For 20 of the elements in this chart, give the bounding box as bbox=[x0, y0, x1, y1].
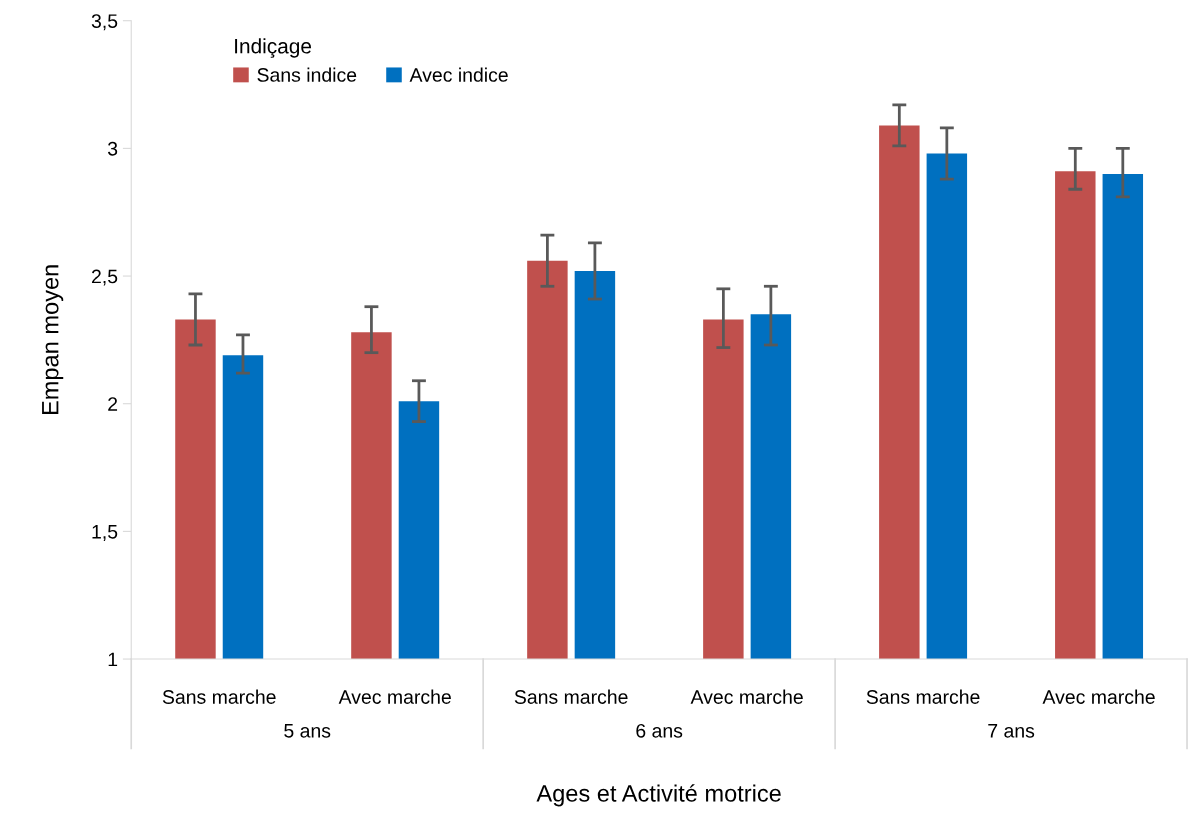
x-tick-label: Sans marche bbox=[162, 689, 276, 704]
text: 5 ans bbox=[284, 724, 331, 738]
text: 6 ans bbox=[636, 723, 683, 738]
x-tick-label: Avec marche bbox=[690, 689, 803, 704]
y-tick-label: 3,5 bbox=[91, 14, 118, 31]
x-tick-label: Avec marche bbox=[1042, 689, 1155, 704]
y-tick-label: 1,5 bbox=[92, 525, 118, 541]
x-tick-label: Sans marche bbox=[514, 689, 628, 704]
legend-title: Indiçage bbox=[235, 38, 312, 58]
text: 7 ans bbox=[988, 724, 1035, 738]
legend-label: Sans indice bbox=[257, 67, 357, 82]
y-tick-label: 2,5 bbox=[91, 269, 118, 286]
x-tick-label: Avec marche bbox=[338, 689, 451, 704]
x-axis-title: Ages et Activité motrice bbox=[536, 784, 781, 807]
legend-label: Avec indice bbox=[409, 67, 508, 82]
x-tick-label: Sans marche bbox=[866, 689, 980, 704]
y-tick-label: 1 bbox=[108, 652, 118, 667]
y-tick-label: 3 bbox=[107, 141, 118, 156]
y-tick-label: 2 bbox=[108, 397, 118, 411]
y-axis-title: Empan moyen bbox=[42, 265, 64, 415]
